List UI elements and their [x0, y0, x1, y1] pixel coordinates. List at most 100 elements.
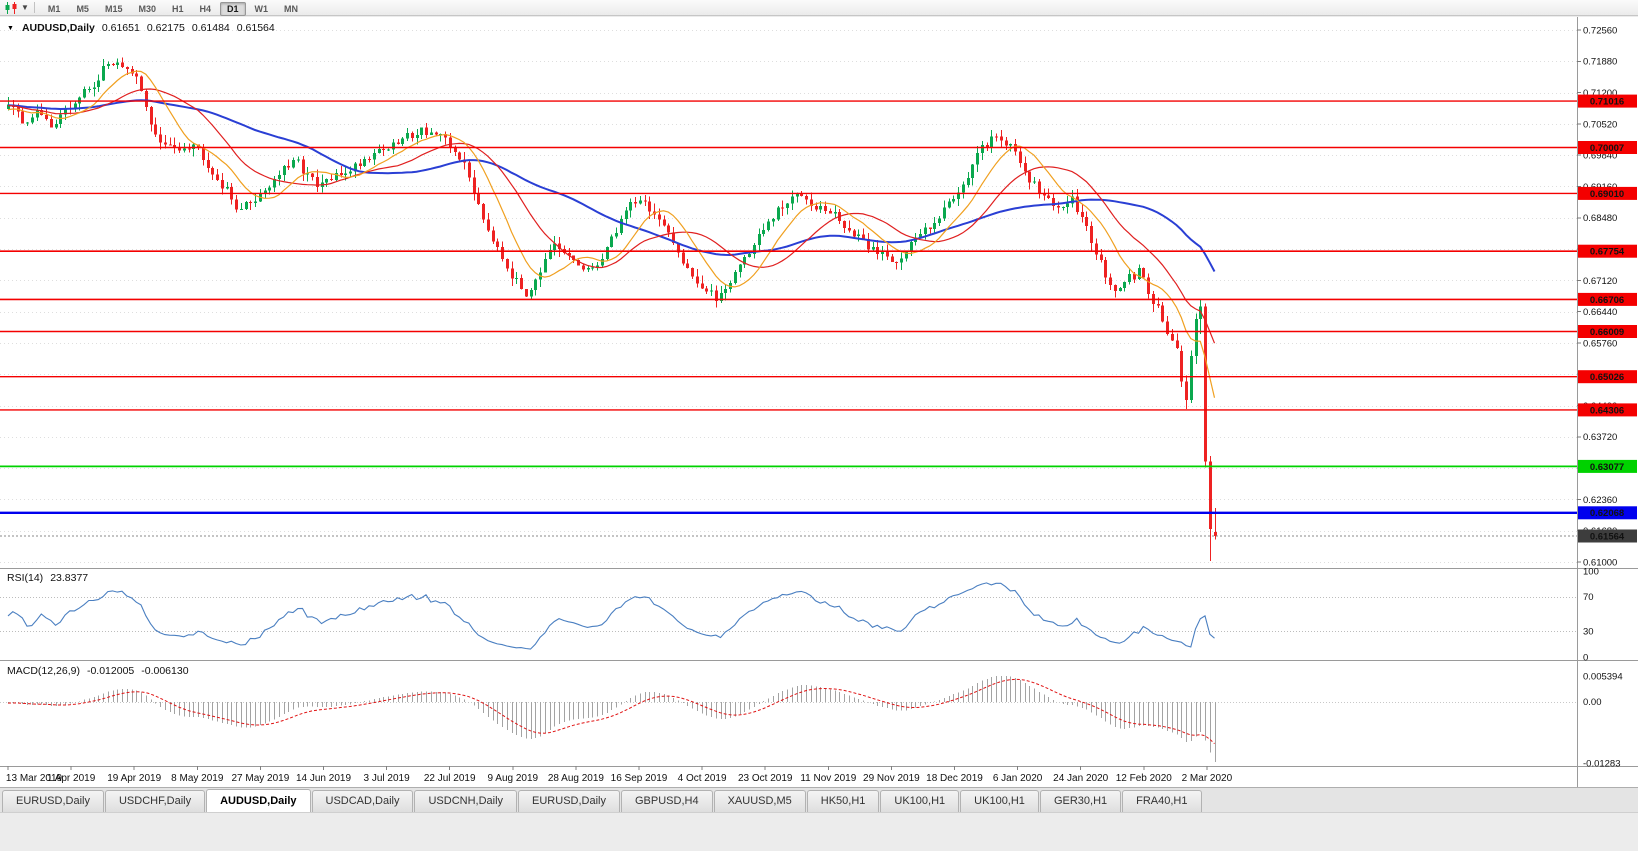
chart-tab-uk100-h1[interactable]: UK100,H1	[960, 790, 1039, 812]
svg-text:0.65026: 0.65026	[1590, 372, 1624, 383]
status-strip	[0, 812, 1638, 851]
svg-text:1 Apr 2019: 1 Apr 2019	[47, 773, 96, 784]
svg-text:30: 30	[1583, 627, 1594, 638]
svg-text:0.72560: 0.72560	[1583, 25, 1617, 36]
svg-text:0.71200: 0.71200	[1583, 88, 1617, 99]
low-value: 0.61484	[191, 22, 230, 34]
chart-tab-hk50-h1[interactable]: HK50,H1	[806, 790, 880, 812]
timeframe-m15-button[interactable]: M15	[104, 3, 123, 14]
timeframe-w1-button[interactable]: W1	[254, 3, 269, 14]
svg-text:0.62360: 0.62360	[1583, 495, 1617, 506]
svg-text:0.71880: 0.71880	[1583, 57, 1617, 68]
svg-text:0.63077: 0.63077	[1590, 462, 1624, 473]
chart-ohlc-header: ▼ AUDUSD,Daily 0.61651 0.62175 0.61484 0…	[7, 22, 275, 34]
open-value: 0.61651	[101, 22, 140, 34]
timeframe-mn-button[interactable]: MN	[284, 3, 299, 14]
rsi-axis-labels: 100 70 30 0	[1583, 566, 1599, 663]
timeframe-m5-button[interactable]: M5	[76, 3, 89, 14]
svg-text:0.71016: 0.71016	[1590, 97, 1624, 108]
svg-text:19 Apr 2019: 19 Apr 2019	[107, 773, 161, 784]
chart-area[interactable]: 0.725600.718800.712000.705200.698400.691…	[0, 17, 1638, 787]
svg-text:18 Dec 2019: 18 Dec 2019	[926, 773, 983, 784]
chart-tab-fra40-h1[interactable]: FRA40,H1	[1122, 790, 1202, 812]
timeframe-h4-button[interactable]: H4	[199, 3, 212, 14]
rsi-indicator-label: RSI(14) 23.8377	[7, 572, 88, 584]
timeframe-h1-button[interactable]: H1	[171, 3, 184, 14]
svg-text:0.65760: 0.65760	[1583, 338, 1617, 349]
svg-text:0.68480: 0.68480	[1583, 213, 1617, 224]
timeframe-m1-button[interactable]: M1	[47, 3, 61, 14]
chart-tab-usdcad-daily[interactable]: USDCAD,Daily	[311, 790, 414, 812]
chart-tab-uk100-h1[interactable]: UK100,H1	[880, 790, 960, 812]
svg-text:0.63720: 0.63720	[1583, 432, 1617, 443]
rsi-level-lines	[0, 597, 1577, 632]
timeframe-d1-button[interactable]: D1	[220, 1, 246, 16]
svg-text:12 Feb 2020: 12 Feb 2020	[1116, 773, 1173, 784]
toolbar-divider	[33, 2, 35, 13]
svg-text:0.61000: 0.61000	[1583, 557, 1617, 568]
chart-tab-gbpusd-h4[interactable]: GBPUSD,H4	[621, 790, 713, 812]
macd-indicator-label: MACD(12,26,9) -0.012005 -0.006130	[7, 665, 189, 677]
macd-main-value: -0.012005	[86, 665, 135, 677]
chart-tab-usdchf-daily[interactable]: USDCHF,Daily	[104, 790, 206, 812]
chart-tab-ger30-h1[interactable]: GER30,H1	[1039, 790, 1122, 812]
pane-separators[interactable]	[0, 17, 1638, 787]
svg-text:0.66706: 0.66706	[1590, 295, 1624, 306]
svg-text:0: 0	[1583, 652, 1588, 663]
svg-text:0.62068: 0.62068	[1590, 508, 1624, 519]
level-labels[interactable]: 0.71016 0.70007 0.69010 0.67754 0.66706 0.660…	[1578, 94, 1637, 520]
chart-tab-eurusd-daily[interactable]: EURUSD,Daily	[2, 790, 104, 812]
chevron-down-icon[interactable]: ▼	[21, 2, 29, 12]
svg-text:27 May 2019: 27 May 2019	[231, 773, 289, 784]
svg-text:24 Jan 2020: 24 Jan 2020	[1053, 773, 1108, 784]
ma-fast-line	[7, 70, 1216, 398]
macd-signal-value: -0.006130	[141, 665, 189, 677]
macd-axis-labels: 0.005394 0.00 -0.01283	[1583, 671, 1623, 769]
candles	[7, 57, 1217, 562]
chart-tab-audusd-daily[interactable]: AUDUSD,Daily	[206, 789, 311, 812]
svg-text:0.70520: 0.70520	[1583, 119, 1617, 130]
svg-text:70: 70	[1583, 592, 1594, 603]
svg-text:29 Nov 2019: 29 Nov 2019	[863, 773, 920, 784]
svg-text:0.69840: 0.69840	[1583, 151, 1617, 162]
svg-text:14 Jun 2019: 14 Jun 2019	[296, 773, 351, 784]
svg-text:0.67120: 0.67120	[1583, 276, 1617, 287]
current-price-label: 0.61564	[1578, 529, 1637, 543]
svg-text:16 Sep 2019: 16 Sep 2019	[611, 773, 668, 784]
svg-text:11 Nov 2019: 11 Nov 2019	[800, 773, 856, 784]
timeframe-m30-button[interactable]: M30	[138, 3, 156, 14]
sr-lines[interactable]	[0, 100, 1577, 514]
candlestick-chart-icon[interactable]	[4, 1, 18, 14]
chart-symbol-label: AUDUSD,Daily	[21, 22, 95, 34]
svg-text:-0.01283: -0.01283	[1583, 758, 1621, 769]
svg-text:23 Oct 2019: 23 Oct 2019	[738, 773, 793, 784]
svg-text:0.66440: 0.66440	[1583, 307, 1617, 318]
rsi-value: 23.8377	[50, 572, 89, 584]
svg-text:100: 100	[1583, 566, 1599, 577]
svg-text:3 Jul 2019: 3 Jul 2019	[364, 773, 411, 784]
chart-tab-xauusd-m5[interactable]: XAUUSD,M5	[713, 790, 806, 812]
rsi-name: RSI(14)	[7, 572, 44, 584]
timeframe-buttons: M1 M5 M15 M30 H1 H4 D1 W1 MN	[40, 0, 306, 17]
svg-text:0.64306: 0.64306	[1590, 405, 1624, 416]
svg-text:13 Mar 2019: 13 Mar 2019	[6, 773, 63, 784]
macd-name: MACD(12,26,9)	[7, 665, 80, 677]
chart-canvas[interactable]: 0.725600.718800.712000.705200.698400.691…	[0, 17, 1638, 787]
svg-text:22 Jul 2019: 22 Jul 2019	[424, 773, 476, 784]
chart-tab-usdcnh-daily[interactable]: USDCNH,Daily	[414, 790, 518, 812]
svg-text:2 Mar 2020: 2 Mar 2020	[1182, 773, 1233, 784]
chart-tab-bar: EURUSD,Daily USDCHF,Daily AUDUSD,Daily USDC…	[0, 787, 1638, 812]
svg-text:0.61564: 0.61564	[1590, 531, 1625, 542]
svg-text:0.005394: 0.005394	[1583, 671, 1623, 682]
high-value: 0.62175	[146, 22, 185, 34]
svg-text:0.70007: 0.70007	[1590, 143, 1624, 154]
svg-text:8 May 2019: 8 May 2019	[171, 773, 224, 784]
chart-collapse-icon[interactable]: ▼	[7, 24, 14, 32]
chart-tab-eurusd-daily[interactable]: EURUSD,Daily	[518, 790, 620, 812]
svg-text:0.66009: 0.66009	[1590, 327, 1624, 338]
close-value: 0.61564	[236, 22, 275, 34]
timeframe-toolbar: ▼ M1 M5 M15 M30 H1 H4 D1 W1 MN	[0, 0, 1638, 16]
svg-text:0.00: 0.00	[1583, 697, 1602, 708]
